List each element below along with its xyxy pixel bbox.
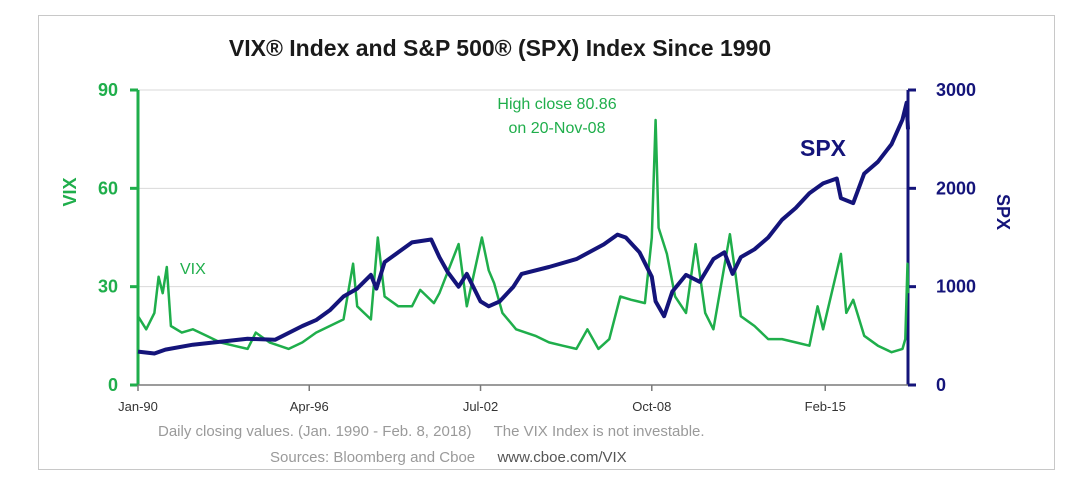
y-left-tick-label: 30: [98, 277, 118, 297]
annotation-high-line1: High close 80.86: [497, 96, 616, 113]
x-tick-label: Feb-15: [805, 399, 846, 414]
footer-sources: Sources: Bloomberg and Cboe: [270, 449, 476, 466]
footer-disclaimer: The VIX Index is not investable.: [493, 423, 705, 440]
x-tick-label: Jul-02: [463, 399, 498, 414]
y-left-tick-label: 60: [98, 178, 118, 198]
footer-url: www.cboe.com/VIX: [497, 449, 627, 466]
y-right-tick-label: 1000: [936, 277, 976, 297]
y-right-tick-label: 0: [936, 375, 946, 395]
footer-line2: Sources: Bloomberg and Cboe www.cboe.com…: [270, 449, 627, 466]
x-tick-label: Oct-08: [632, 399, 671, 414]
annotation-high-line2: on 20-Nov-08: [509, 120, 606, 137]
footer-line1: Daily closing values. (Jan. 1990 - Feb. …: [158, 423, 705, 440]
y-left-tick-label: 0: [108, 375, 118, 395]
chart-title: VIX® Index and S&P 500® (SPX) Index Sinc…: [228, 35, 772, 61]
y-right-axis-title: SPX: [993, 194, 1013, 230]
y-left-axis-title: VIX: [60, 177, 80, 206]
series-line-spx: [137, 100, 910, 356]
annotation-vix: VIX: [180, 261, 206, 278]
x-tick-label: Apr-96: [290, 399, 329, 414]
footer-dates: Daily closing values. (Jan. 1990 - Feb. …: [158, 423, 472, 440]
x-tick-label: Jan-90: [118, 399, 158, 414]
y-left-tick-label: 90: [98, 80, 118, 100]
chart-frame: [38, 15, 1055, 470]
annotation-spx: SPX: [800, 135, 847, 161]
y-right-tick-label: 2000: [936, 178, 976, 198]
y-right-tick-label: 3000: [936, 80, 976, 100]
series-line-vix: [136, 118, 910, 354]
